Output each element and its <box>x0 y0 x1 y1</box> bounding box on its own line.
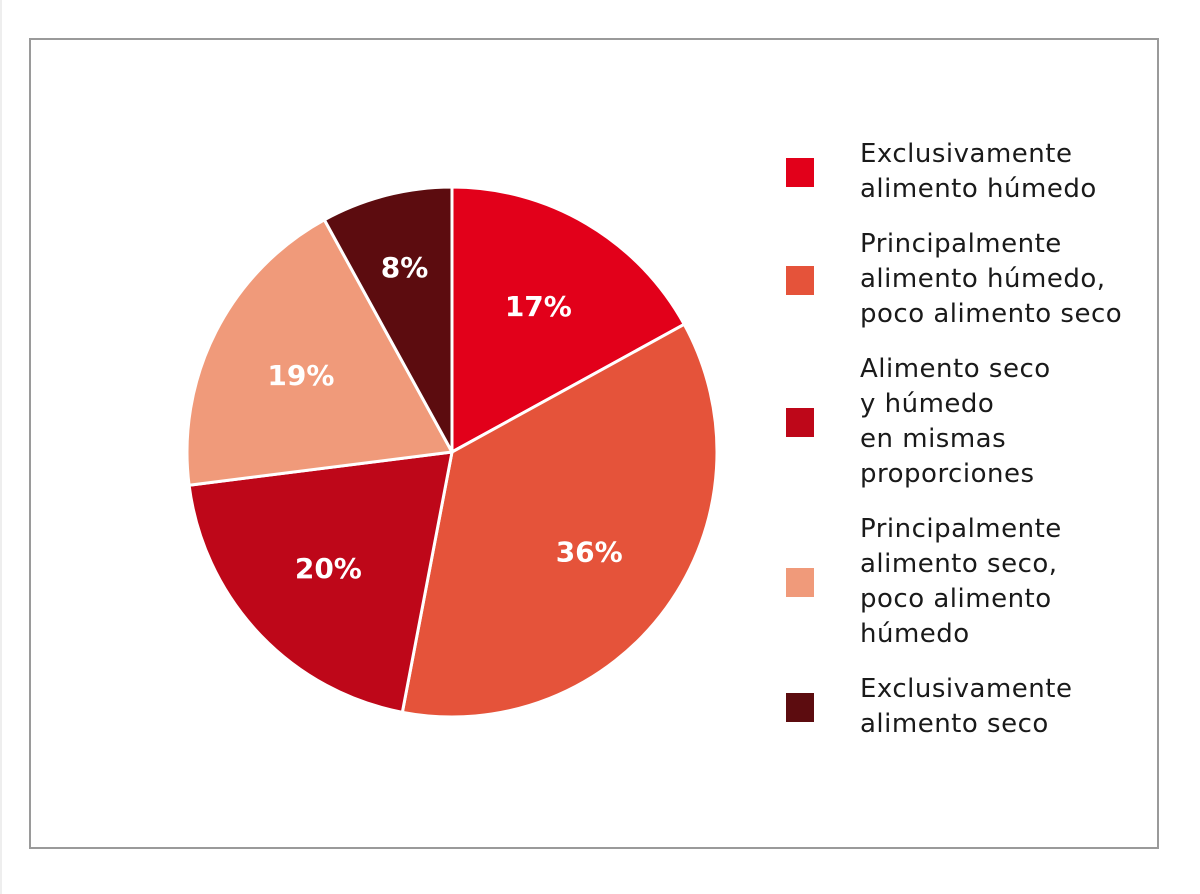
data-label: 17% <box>505 290 572 323</box>
legend-label-line: Exclusivamente <box>860 674 1073 704</box>
legend-label-line: poco alimento seco <box>860 299 1123 329</box>
legend-label-line: proporciones <box>860 459 1035 489</box>
left-edge-line <box>0 0 2 894</box>
legend-label-line: húmedo <box>860 619 970 649</box>
legend-label-line: poco alimento <box>860 584 1052 614</box>
legend-swatch <box>786 158 814 187</box>
legend-label-line: Principalmente <box>860 514 1062 544</box>
legend-label-line: Alimento seco <box>860 354 1051 384</box>
legend-swatch <box>786 408 814 437</box>
legend-label-line: alimento húmedo, <box>860 264 1106 294</box>
legend-label-line: y húmedo <box>860 389 995 419</box>
legend-label: Exclusivamente alimento seco <box>860 672 1072 742</box>
legend-label-line: Principalmente <box>860 229 1062 259</box>
data-label: 36% <box>556 536 623 569</box>
pie-slice <box>185 218 454 487</box>
legend-label: Principalmente alimento seco, poco aliment… <box>860 512 1062 652</box>
pie-slice <box>400 322 719 719</box>
legend-label-line: Exclusivamente <box>860 139 1073 169</box>
legend-swatch <box>786 568 814 597</box>
legend-swatch <box>786 265 814 295</box>
legend-label-line: en mismas <box>860 424 1007 454</box>
legend-label: Alimento seco y húmedo en mismas proporcion… <box>860 352 1051 492</box>
data-label: 8% <box>381 251 429 284</box>
data-label: 19% <box>267 359 334 392</box>
pie-slice <box>450 185 686 454</box>
legend-label-line: alimento seco, <box>860 549 1058 579</box>
legend-swatch <box>786 693 814 722</box>
legend-label-line: alimento seco <box>860 709 1049 739</box>
chart-frame <box>29 38 1159 849</box>
pie-slice <box>322 185 454 454</box>
legend-label: Exclusivamente alimento húmedo <box>860 137 1097 207</box>
legend-label-line: alimento húmedo <box>860 174 1097 204</box>
legend-label: Principalmente alimento húmedo, poco alime… <box>860 227 1122 332</box>
data-label: 20% <box>295 552 362 585</box>
pie-slice <box>187 450 454 714</box>
